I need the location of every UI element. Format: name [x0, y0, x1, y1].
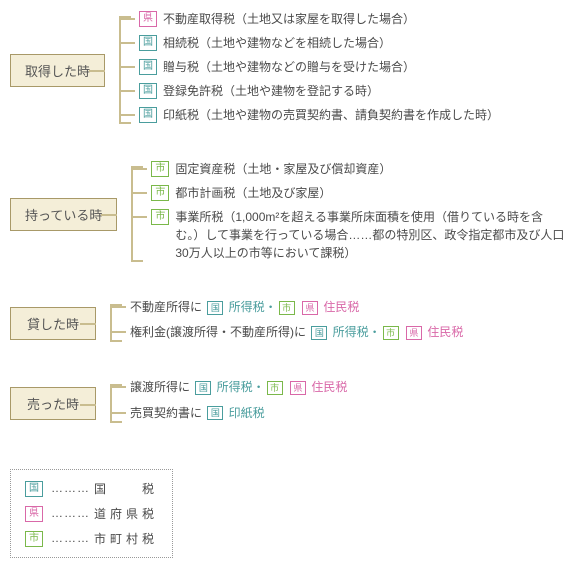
- legend-row: 国 ……… 国 税: [25, 480, 158, 497]
- item-text: 譲渡所得に 国 所得税・市 県 住民税: [130, 378, 566, 397]
- ken-tag: 県: [25, 506, 43, 522]
- tax-item: 市都市計画税（土地及び家屋）: [151, 184, 566, 202]
- tax-item: 譲渡所得に 国 所得税・市 県 住民税: [130, 378, 566, 397]
- bracket: [117, 160, 147, 268]
- legend-row: 県 ……… 道府県税: [25, 505, 158, 522]
- section: 貸した時不動産所得に 国 所得税・市 県 住民税権利金(譲渡所得・不動産所得)に…: [10, 298, 566, 348]
- legend-dots: ………: [51, 506, 90, 520]
- item-text: 権利金(譲渡所得・不動産所得)に 国 所得税・市 県 住民税: [130, 323, 566, 342]
- kuni-tag: 国: [139, 107, 157, 123]
- text-fragment: 住民税: [424, 325, 463, 339]
- text-fragment: 売買契約書に: [130, 406, 205, 420]
- tax-item: 国贈与税（土地や建物などの贈与を受けた場合）: [139, 58, 566, 76]
- tax-item: 不動産所得に 国 所得税・市 県 住民税: [130, 298, 566, 317]
- connector-line: [89, 70, 105, 72]
- ken-tag-inline: 県: [290, 381, 306, 395]
- item-text: 都市計画税（土地及び家屋）: [175, 184, 566, 202]
- text-fragment: 所得税・: [225, 300, 276, 314]
- text-fragment: [297, 300, 300, 314]
- legend-dots: ………: [51, 531, 90, 545]
- text-fragment: [401, 325, 404, 339]
- kuni-tag: 国: [25, 481, 43, 497]
- item-text: 不動産所得に 国 所得税・市 県 住民税: [130, 298, 566, 317]
- legend-label: 道府県税: [94, 505, 158, 522]
- tax-item: 市固定資産税（土地・家屋及び償却資産）: [151, 160, 566, 178]
- shi-tag: 市: [151, 209, 169, 225]
- item-text: 不動産取得税（土地又は家屋を取得した場合）: [163, 10, 566, 28]
- legend-row: 市 ……… 市町村税: [25, 530, 158, 547]
- section: 売った時譲渡所得に 国 所得税・市 県 住民税売買契約書に 国 印紙税: [10, 378, 566, 428]
- tax-item: 市事業所税（1,000m²を超える事業所床面積を使用（借りている時を含む。）して…: [151, 208, 566, 262]
- tax-item: 売買契約書に 国 印紙税: [130, 404, 566, 423]
- legend-dots: ………: [51, 481, 90, 495]
- shi-tag-inline: 市: [267, 381, 283, 395]
- item-text: 相続税（土地や建物などを相続した場合）: [163, 34, 566, 52]
- tax-item: 国印紙税（土地や建物の売買契約書、請負契約書を作成した時）: [139, 106, 566, 124]
- kuni-tag-inline: 国: [311, 326, 327, 340]
- legend: 国 ……… 国 税県 ……… 道府県税市 ……… 市町村税: [10, 469, 173, 558]
- item-text: 登録免許税（土地や建物を登記する時）: [163, 82, 566, 100]
- shi-tag-inline: 市: [279, 301, 295, 315]
- connector-line: [80, 404, 96, 406]
- shi-tag-inline: 市: [383, 326, 399, 340]
- bracket: [105, 10, 135, 130]
- shi-tag: 市: [25, 531, 43, 547]
- ken-tag: 県: [139, 11, 157, 27]
- kuni-tag: 国: [139, 35, 157, 51]
- tax-item: 県不動産取得税（土地又は家屋を取得した場合）: [139, 10, 566, 28]
- text-fragment: 住民税: [308, 380, 347, 394]
- item-text: 印紙税（土地や建物の売買契約書、請負契約書を作成した時）: [163, 106, 566, 124]
- text-fragment: 住民税: [320, 300, 359, 314]
- ken-tag-inline: 県: [406, 326, 422, 340]
- tax-item: 国相続税（土地や建物などを相続した場合）: [139, 34, 566, 52]
- text-fragment: 譲渡所得に: [130, 380, 193, 394]
- item-text: 事業所税（1,000m²を超える事業所床面積を使用（借りている時を含む。）して事…: [175, 208, 566, 262]
- section: 取得した時県不動産取得税（土地又は家屋を取得した場合）国相続税（土地や建物などを…: [10, 10, 566, 130]
- tax-item: 権利金(譲渡所得・不動産所得)に 国 所得税・市 県 住民税: [130, 323, 566, 342]
- connector-line: [80, 323, 96, 325]
- shi-tag: 市: [151, 185, 169, 201]
- connector-line: [101, 214, 117, 216]
- text-fragment: [285, 380, 288, 394]
- item-text: 贈与税（土地や建物などの贈与を受けた場合）: [163, 58, 566, 76]
- ken-tag-inline: 県: [302, 301, 318, 315]
- kuni-tag-inline: 国: [207, 406, 223, 420]
- shi-tag: 市: [151, 161, 169, 177]
- kuni-tag-inline: 国: [207, 301, 223, 315]
- text-fragment: 権利金(譲渡所得・不動産所得)に: [130, 325, 309, 339]
- text-fragment: 印紙税: [225, 406, 264, 420]
- tax-item: 国登録免許税（土地や建物を登記する時）: [139, 82, 566, 100]
- legend-label: 市町村税: [94, 530, 158, 547]
- kuni-tag: 国: [139, 83, 157, 99]
- items-list: 県不動産取得税（土地又は家屋を取得した場合）国相続税（土地や建物などを相続した場…: [135, 10, 566, 130]
- section: 持っている時市固定資産税（土地・家屋及び償却資産）市都市計画税（土地及び家屋）市…: [10, 160, 566, 268]
- item-text: 固定資産税（土地・家屋及び償却資産）: [175, 160, 566, 178]
- item-text: 売買契約書に 国 印紙税: [130, 404, 566, 423]
- text-fragment: 不動産所得に: [130, 300, 205, 314]
- kuni-tag-inline: 国: [195, 381, 211, 395]
- kuni-tag: 国: [139, 59, 157, 75]
- items-list: 譲渡所得に 国 所得税・市 県 住民税売買契約書に 国 印紙税: [126, 378, 566, 428]
- text-fragment: 所得税・: [329, 325, 380, 339]
- items-list: 不動産所得に 国 所得税・市 県 住民税権利金(譲渡所得・不動産所得)に 国 所…: [126, 298, 566, 348]
- items-list: 市固定資産税（土地・家屋及び償却資産）市都市計画税（土地及び家屋）市事業所税（1…: [147, 160, 566, 268]
- legend-label: 国 税: [94, 480, 158, 497]
- text-fragment: 所得税・: [213, 380, 264, 394]
